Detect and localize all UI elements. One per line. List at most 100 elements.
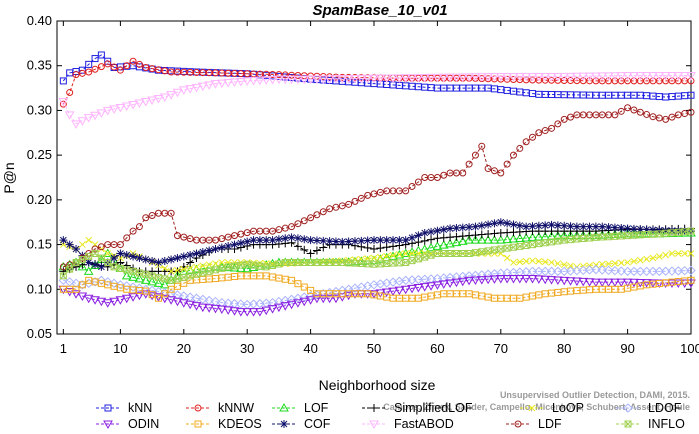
data-point — [521, 275, 532, 284]
data-point — [484, 230, 493, 239]
data-point — [560, 236, 568, 244]
data-point — [72, 258, 80, 266]
data-point — [370, 254, 378, 262]
data-point — [457, 73, 468, 82]
data-point — [142, 287, 150, 295]
data-point — [471, 249, 479, 257]
data-point — [64, 111, 75, 120]
legend-label: LDF — [538, 417, 562, 431]
data-point — [560, 261, 568, 269]
data-point — [648, 72, 658, 81]
data-point — [148, 256, 157, 265]
data-point — [186, 235, 194, 243]
data-point — [134, 273, 145, 283]
data-point — [438, 240, 449, 249]
data-point — [362, 74, 373, 84]
data-point — [230, 240, 239, 249]
data-point — [662, 251, 669, 259]
data-point — [65, 240, 74, 249]
data-point — [617, 107, 625, 115]
data-point — [216, 305, 227, 314]
data-point — [400, 248, 411, 258]
data-point — [312, 246, 321, 255]
data-point — [540, 72, 551, 82]
data-point — [572, 72, 582, 82]
data-point — [470, 73, 481, 82]
data-point — [560, 115, 568, 123]
data-point — [383, 252, 391, 260]
data-point — [635, 72, 646, 81]
data-point — [178, 299, 189, 308]
x-tick-label: 90 — [620, 341, 634, 356]
data-point — [224, 263, 232, 271]
data-point — [541, 258, 549, 266]
data-point — [199, 262, 207, 270]
data-point — [597, 265, 607, 275]
data-point — [281, 224, 289, 232]
data-point — [440, 171, 448, 179]
data-point — [541, 127, 549, 135]
data-point — [269, 261, 277, 269]
data-point — [192, 249, 201, 258]
data-point — [205, 246, 214, 255]
data-point — [662, 115, 670, 123]
data-point — [667, 266, 677, 276]
data-point — [179, 252, 188, 261]
data-point — [478, 142, 486, 150]
data-point — [565, 277, 576, 286]
data-point — [419, 244, 430, 253]
data-point — [465, 160, 473, 168]
data-point — [476, 235, 487, 244]
data-point — [572, 277, 582, 287]
data-point — [414, 178, 422, 186]
data-point — [237, 230, 245, 238]
data-point — [364, 191, 372, 199]
data-point — [546, 266, 557, 277]
data-point — [610, 265, 620, 276]
data-point — [433, 226, 442, 235]
data-point — [527, 72, 538, 82]
data-point — [514, 275, 525, 284]
data-point — [622, 266, 633, 277]
legend-item-knn: kNN — [96, 401, 152, 415]
data-point — [649, 113, 657, 121]
data-point — [541, 239, 549, 247]
data-point — [635, 266, 645, 277]
legend-label: kNNW — [218, 401, 254, 415]
data-point — [465, 223, 474, 232]
data-point — [350, 75, 360, 84]
data-point — [438, 73, 449, 83]
data-point — [154, 294, 162, 302]
data-point — [567, 236, 575, 244]
data-point — [231, 232, 239, 240]
data-point — [305, 296, 316, 305]
data-point — [578, 277, 589, 287]
data-point — [660, 72, 671, 81]
data-point — [116, 66, 124, 74]
data-point — [237, 261, 245, 269]
x-axis-ticks: 1 10 20 30 40 50 60 70 80 90 100 — [60, 21, 699, 356]
data-point — [427, 251, 435, 259]
data-point — [427, 227, 436, 236]
data-point — [83, 266, 94, 275]
data-point — [71, 278, 81, 289]
data-point — [503, 160, 511, 168]
data-point — [375, 74, 386, 84]
data-point — [552, 230, 563, 240]
data-point — [495, 235, 506, 244]
data-point — [559, 72, 570, 82]
data-point — [66, 89, 74, 97]
data-point — [210, 304, 221, 314]
data-point — [331, 75, 341, 84]
data-point — [185, 300, 196, 310]
data-point — [502, 234, 513, 244]
data-point — [193, 263, 200, 271]
data-point — [681, 228, 689, 236]
data-point — [616, 266, 626, 276]
data-point — [673, 266, 684, 276]
data-point — [172, 297, 183, 307]
data-point — [478, 248, 486, 256]
data-point — [516, 258, 524, 266]
data-point — [180, 273, 188, 281]
data-point — [509, 220, 518, 229]
